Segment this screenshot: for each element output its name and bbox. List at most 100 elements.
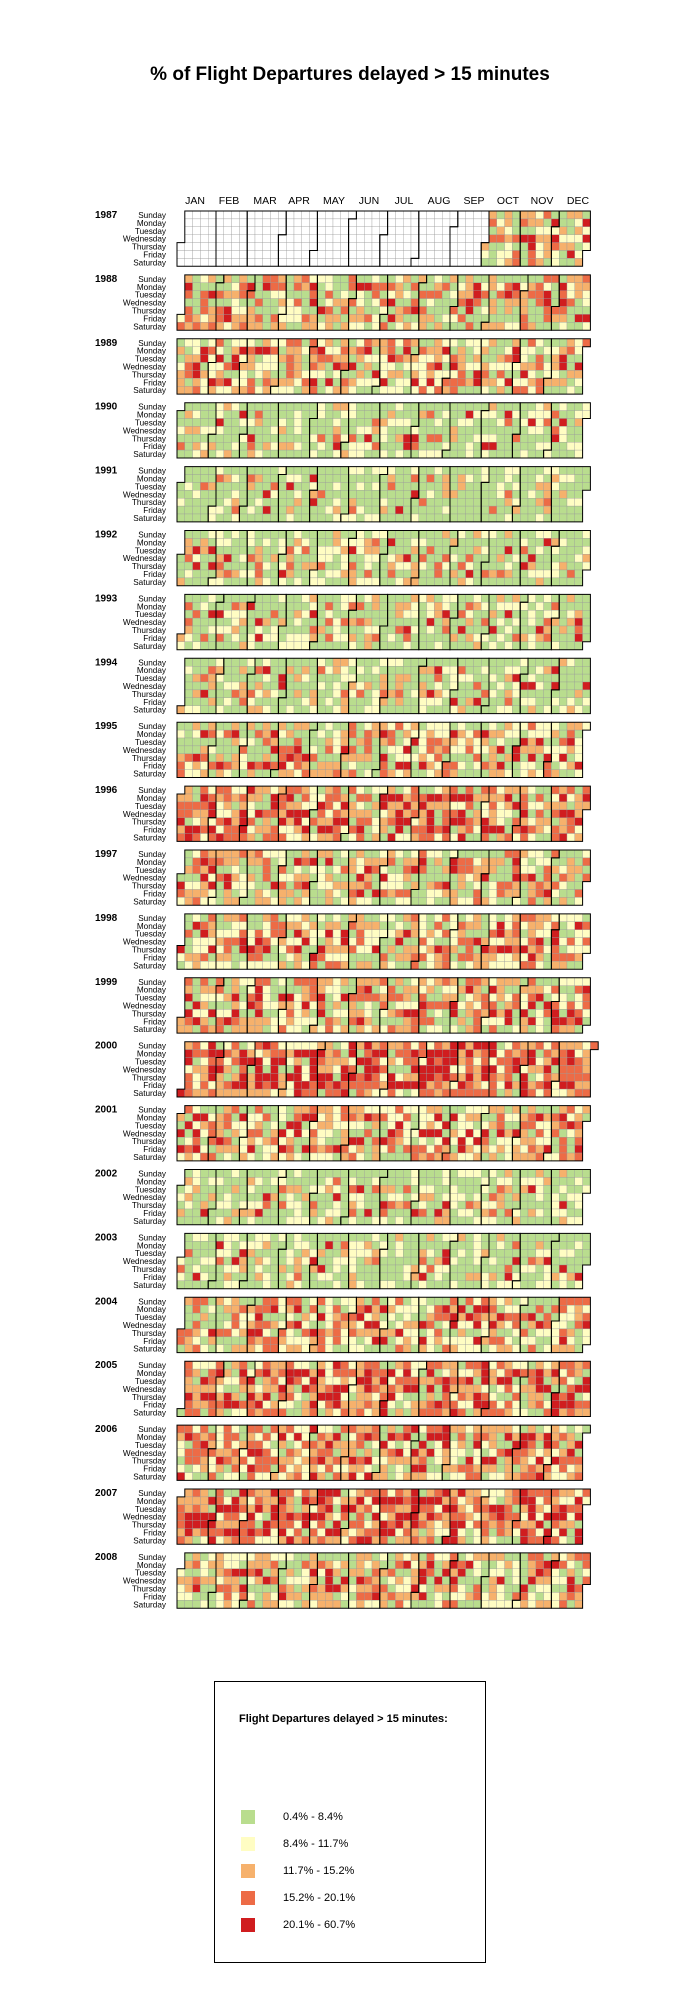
day-cell <box>520 338 529 347</box>
day-cell <box>309 538 318 547</box>
day-cell <box>481 242 490 251</box>
day-cell <box>192 546 201 555</box>
day-cell <box>504 290 513 299</box>
day-cell <box>559 1025 568 1034</box>
day-cell <box>566 250 575 259</box>
day-cell <box>481 889 490 898</box>
day-cell <box>348 594 357 603</box>
day-cell <box>317 218 326 227</box>
day-cell <box>371 466 380 475</box>
day-cell <box>215 793 224 803</box>
day-cell <box>488 849 497 859</box>
day-cell <box>278 833 287 842</box>
day-cell <box>496 386 505 395</box>
day-cell <box>332 625 341 635</box>
month-label: FEB <box>219 195 239 207</box>
day-cell <box>543 362 552 371</box>
day-cell <box>535 753 544 762</box>
day-cell <box>527 577 536 586</box>
day-cell <box>434 945 443 954</box>
day-cell <box>543 569 552 579</box>
day-cell <box>231 825 240 834</box>
day-cell <box>348 505 357 515</box>
day-cell <box>481 993 490 1002</box>
day-cell <box>520 354 529 363</box>
day-cell <box>379 666 388 675</box>
day-cell <box>403 274 412 283</box>
day-cell <box>278 474 287 483</box>
day-cell <box>395 769 404 778</box>
day-cell <box>551 498 560 507</box>
day-cell <box>582 602 591 611</box>
day-cell <box>418 697 427 706</box>
day-cell <box>473 945 482 954</box>
day-cell <box>223 449 232 459</box>
day-cell <box>442 849 451 859</box>
day-cell <box>348 681 357 691</box>
day-cell <box>278 226 287 235</box>
day-cell <box>301 610 310 619</box>
day-cell <box>535 985 544 994</box>
day-cell <box>247 673 256 683</box>
day-cell <box>395 226 404 235</box>
day-cell <box>488 282 497 291</box>
day-cell <box>496 729 505 739</box>
day-cell <box>317 569 326 579</box>
day-cell <box>247 505 256 515</box>
day-cell <box>410 513 419 523</box>
day-cell <box>527 442 536 451</box>
day-cell <box>200 498 209 507</box>
day-cell <box>566 697 575 706</box>
day-cell <box>387 857 396 866</box>
day-cell <box>442 801 451 810</box>
day-cell <box>426 530 435 539</box>
day-cell <box>566 658 575 667</box>
day-cell <box>512 306 521 315</box>
day-cell <box>325 234 334 243</box>
day-cell <box>566 945 575 954</box>
day-cell <box>208 961 217 970</box>
day-cell <box>176 809 185 818</box>
day-cell <box>387 306 396 315</box>
day-cell <box>449 554 458 563</box>
day-cell <box>535 658 544 667</box>
day-cell <box>473 554 482 563</box>
day-cell <box>262 921 271 930</box>
day-cell <box>473 761 482 770</box>
day-cell <box>208 625 217 635</box>
day-cell <box>364 817 373 826</box>
day-cell <box>231 633 240 642</box>
day-cell <box>403 1025 412 1034</box>
day-cell <box>535 977 544 986</box>
day-cell <box>473 705 482 714</box>
day-cell <box>286 761 295 770</box>
day-cell <box>247 218 256 227</box>
day-cell <box>535 849 544 859</box>
day-cell <box>434 705 443 714</box>
day-cell <box>449 825 458 834</box>
day-cell <box>247 298 256 307</box>
day-cell <box>247 362 256 371</box>
day-cell <box>340 673 349 683</box>
day-cell <box>262 817 271 826</box>
day-cell <box>527 258 536 267</box>
day-cell <box>184 386 193 395</box>
day-cell <box>317 362 326 371</box>
day-cell <box>488 362 497 371</box>
day-cell <box>434 785 443 795</box>
day-cell <box>364 1025 373 1034</box>
day-cell <box>184 418 193 427</box>
day-cell <box>278 1001 287 1010</box>
day-cell <box>520 793 529 803</box>
day-cell <box>559 729 568 739</box>
day-cell <box>512 577 521 586</box>
day-cell <box>356 242 365 251</box>
day-cell <box>364 577 373 586</box>
day-cell <box>262 490 271 499</box>
day-cell <box>496 242 505 251</box>
day-cell <box>442 346 451 355</box>
day-cell <box>223 410 232 419</box>
day-cell <box>208 793 217 803</box>
day-cell <box>574 218 583 227</box>
day-cell <box>317 282 326 291</box>
